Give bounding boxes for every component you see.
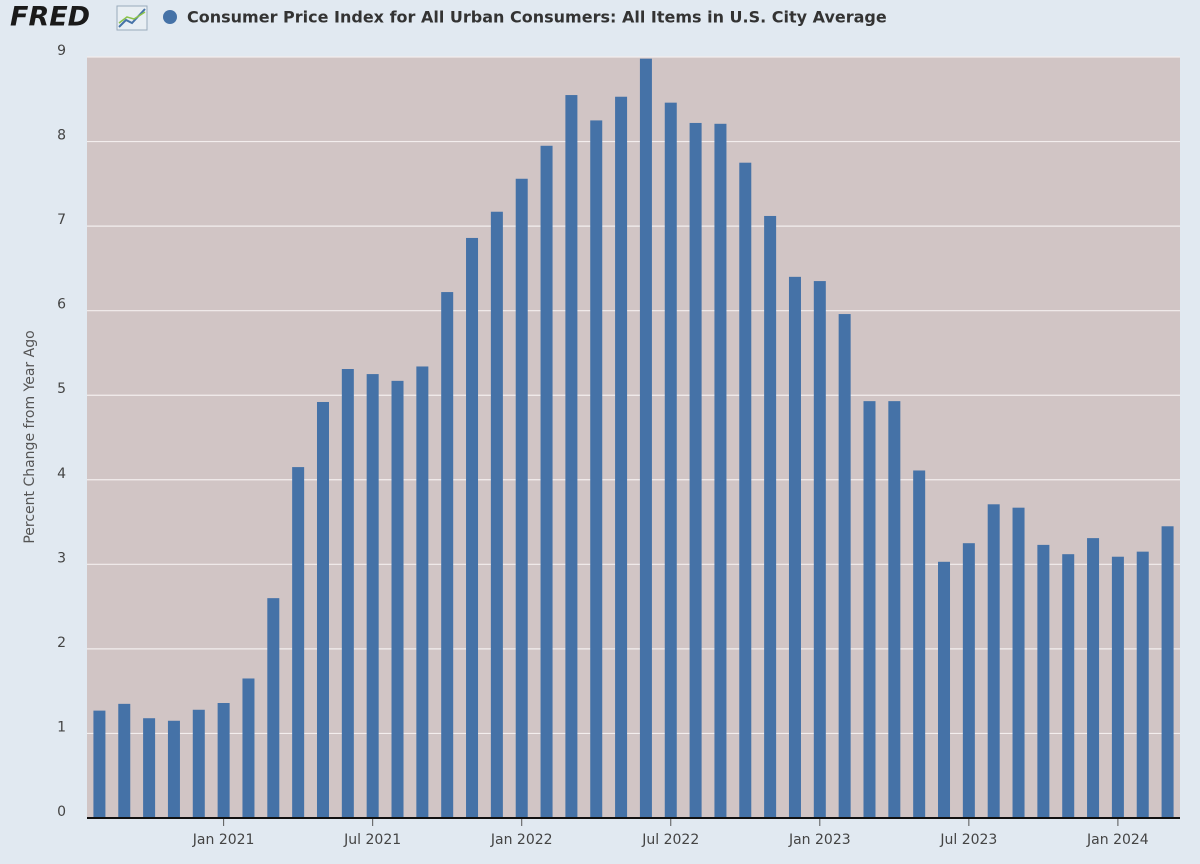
- x-tick-label: Jan 2021: [192, 832, 255, 848]
- bar: [962, 543, 975, 818]
- bar: [565, 95, 578, 819]
- x-tick-label: Jan 2023: [788, 832, 851, 848]
- x-tick-label: Jan 2022: [490, 832, 553, 848]
- bar: [242, 678, 255, 818]
- bar: [143, 718, 156, 818]
- bar: [639, 58, 652, 819]
- y-tick-label: 2: [57, 635, 66, 651]
- bar: [714, 123, 727, 818]
- bar: [292, 467, 305, 818]
- bar: [813, 281, 826, 818]
- bar: [1012, 507, 1025, 818]
- chart-title: Consumer Price Index for All Urban Consu…: [187, 8, 887, 27]
- bar: [838, 314, 851, 818]
- bar: [192, 709, 205, 818]
- bar: [1037, 544, 1050, 818]
- bar: [93, 710, 106, 818]
- bar: [466, 237, 479, 819]
- bar: [366, 374, 379, 818]
- bar: [938, 561, 951, 818]
- bar: [540, 145, 553, 819]
- bar: [788, 276, 801, 818]
- bar: [490, 211, 503, 818]
- bar: [689, 122, 702, 819]
- bar: [913, 470, 926, 818]
- y-tick-label: 1: [57, 719, 66, 735]
- bar: [1136, 551, 1149, 818]
- bar: [1161, 526, 1174, 818]
- bar: [391, 380, 404, 818]
- bar: [764, 215, 777, 818]
- logo-icon: [116, 5, 148, 31]
- bar: [167, 720, 180, 818]
- y-tick-label: 4: [57, 466, 66, 482]
- y-tick-label: 3: [57, 550, 66, 566]
- bar: [217, 703, 230, 818]
- y-tick-label: 8: [57, 128, 66, 144]
- bar: [341, 369, 354, 818]
- y-tick-label: 0: [57, 804, 66, 820]
- y-tick-label: 7: [57, 212, 66, 228]
- bar: [1111, 556, 1124, 818]
- bar: [1087, 538, 1100, 818]
- bar: [863, 401, 876, 818]
- bar: [615, 96, 628, 819]
- bar: [888, 401, 901, 818]
- y-axis-label: Percent Change from Year Ago: [22, 330, 38, 543]
- bar: [739, 162, 752, 818]
- bar: [316, 401, 329, 818]
- y-tick-label: 5: [57, 381, 66, 397]
- bar: [441, 292, 454, 818]
- bar: [590, 120, 603, 818]
- bar: [987, 504, 1000, 818]
- y-tick-label: 6: [57, 297, 66, 313]
- bar: [664, 102, 677, 818]
- bar: [118, 703, 131, 818]
- y-tick-label: 9: [57, 43, 66, 59]
- x-tick-label: Jul 2023: [939, 832, 997, 848]
- legend-dot: [163, 10, 177, 24]
- x-tick-label: Jan 2024: [1086, 832, 1149, 848]
- logo: FRED: [10, 2, 90, 33]
- bar: [267, 598, 280, 818]
- bar: [416, 366, 429, 818]
- x-tick-label: Jul 2021: [343, 832, 401, 848]
- x-tick-label: Jul 2022: [641, 832, 699, 848]
- bar: [515, 178, 528, 818]
- bar: [1062, 554, 1075, 818]
